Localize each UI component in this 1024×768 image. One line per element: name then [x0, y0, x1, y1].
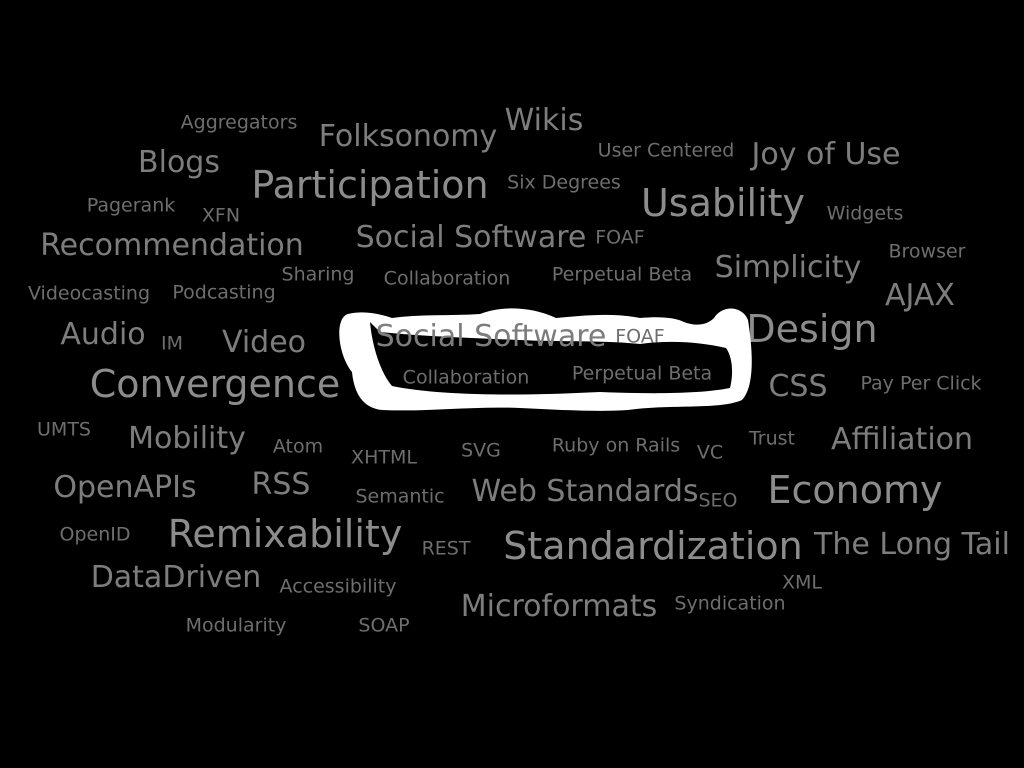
tag-accessibility[interactable]: Accessibility [279, 575, 397, 598]
tag-xfn[interactable]: XFN [201, 204, 241, 227]
tag-wikis[interactable]: Wikis [504, 103, 584, 138]
tag-audio[interactable]: Audio [60, 317, 146, 352]
white-scribble-outline [339, 308, 752, 411]
tag-videocasting[interactable]: Videocasting [27, 282, 151, 305]
tag-joy-of-use[interactable]: Joy of Use [751, 137, 901, 172]
tag-user-centered[interactable]: User Centered [597, 139, 735, 162]
tag-openapis[interactable]: OpenAPIs [53, 470, 197, 505]
tag-social-software[interactable]: Social Software [355, 220, 587, 255]
tag-blogs[interactable]: Blogs [138, 145, 220, 180]
tag-video[interactable]: Video [221, 325, 307, 360]
tag-recommendation[interactable]: Recommendation [40, 228, 304, 263]
tag-folksonomy[interactable]: Folksonomy [318, 119, 498, 154]
tag-syndication[interactable]: Syndication [674, 592, 786, 615]
tag-im[interactable]: IM [161, 332, 183, 355]
tag-xhtml[interactable]: XHTML [351, 446, 417, 469]
tag-rest[interactable]: REST [421, 537, 471, 560]
tag-svg[interactable]: SVG [461, 439, 501, 462]
tag-css[interactable]: CSS [768, 369, 828, 404]
tag-seo[interactable]: SEO [698, 489, 738, 512]
tag-pagerank[interactable]: Pagerank [86, 194, 176, 217]
tag-aggregators[interactable]: Aggregators [180, 111, 298, 134]
tag-ruby-on-rails[interactable]: Ruby on Rails [551, 434, 681, 457]
tag-semantic[interactable]: Semantic [355, 485, 445, 508]
tag-remixability[interactable]: Remixability [167, 512, 403, 556]
tag-usability[interactable]: Usability [640, 181, 806, 225]
tag-trust[interactable]: Trust [748, 427, 796, 450]
tag-standardization[interactable]: Standardization [503, 524, 803, 568]
tag-mobility[interactable]: Mobility [128, 421, 246, 456]
tag-social-software[interactable]: Social Software [375, 319, 607, 354]
tag-sharing[interactable]: Sharing [281, 263, 355, 286]
tag-modularity[interactable]: Modularity [185, 614, 287, 637]
tag-ajax[interactable]: AJAX [885, 278, 955, 313]
tag-collaboration[interactable]: Collaboration [383, 267, 511, 290]
tag-soap[interactable]: SOAP [358, 614, 410, 637]
tag-collaboration[interactable]: Collaboration [402, 366, 530, 389]
tag-pay-per-click[interactable]: Pay Per Click [860, 372, 982, 395]
tag-foaf[interactable]: FOAF [595, 226, 645, 249]
tag-foaf[interactable]: FOAF [615, 325, 665, 348]
tag-browser[interactable]: Browser [888, 240, 966, 263]
tag-six-degrees[interactable]: Six Degrees [507, 171, 621, 194]
tag-convergence[interactable]: Convergence [89, 362, 341, 406]
tag-simplicity[interactable]: Simplicity [714, 250, 862, 285]
tag-participation[interactable]: Participation [251, 163, 489, 207]
tag-rss[interactable]: RSS [251, 467, 311, 502]
tag-vc[interactable]: VC [696, 441, 724, 464]
tag-datadriven[interactable]: DataDriven [90, 560, 262, 595]
tag-web-standards[interactable]: Web Standards [471, 474, 699, 509]
tag-the-long-tail[interactable]: The Long Tail [814, 527, 1010, 562]
tag-widgets[interactable]: Widgets [826, 202, 904, 225]
tag-xml[interactable]: XML [782, 571, 822, 594]
tag-microformats[interactable]: Microformats [460, 589, 658, 624]
tag-design[interactable]: Design [746, 307, 878, 351]
tag-atom[interactable]: Atom [272, 435, 324, 458]
tag-podcasting[interactable]: Podcasting [172, 281, 276, 304]
tag-affiliation[interactable]: Affiliation [830, 422, 974, 457]
tag-perpetual-beta[interactable]: Perpetual Beta [571, 362, 713, 385]
tag-openid[interactable]: OpenID [59, 523, 131, 546]
tag-umts[interactable]: UMTS [37, 418, 91, 441]
tag-economy[interactable]: Economy [767, 468, 943, 512]
tag-perpetual-beta[interactable]: Perpetual Beta [551, 263, 693, 286]
